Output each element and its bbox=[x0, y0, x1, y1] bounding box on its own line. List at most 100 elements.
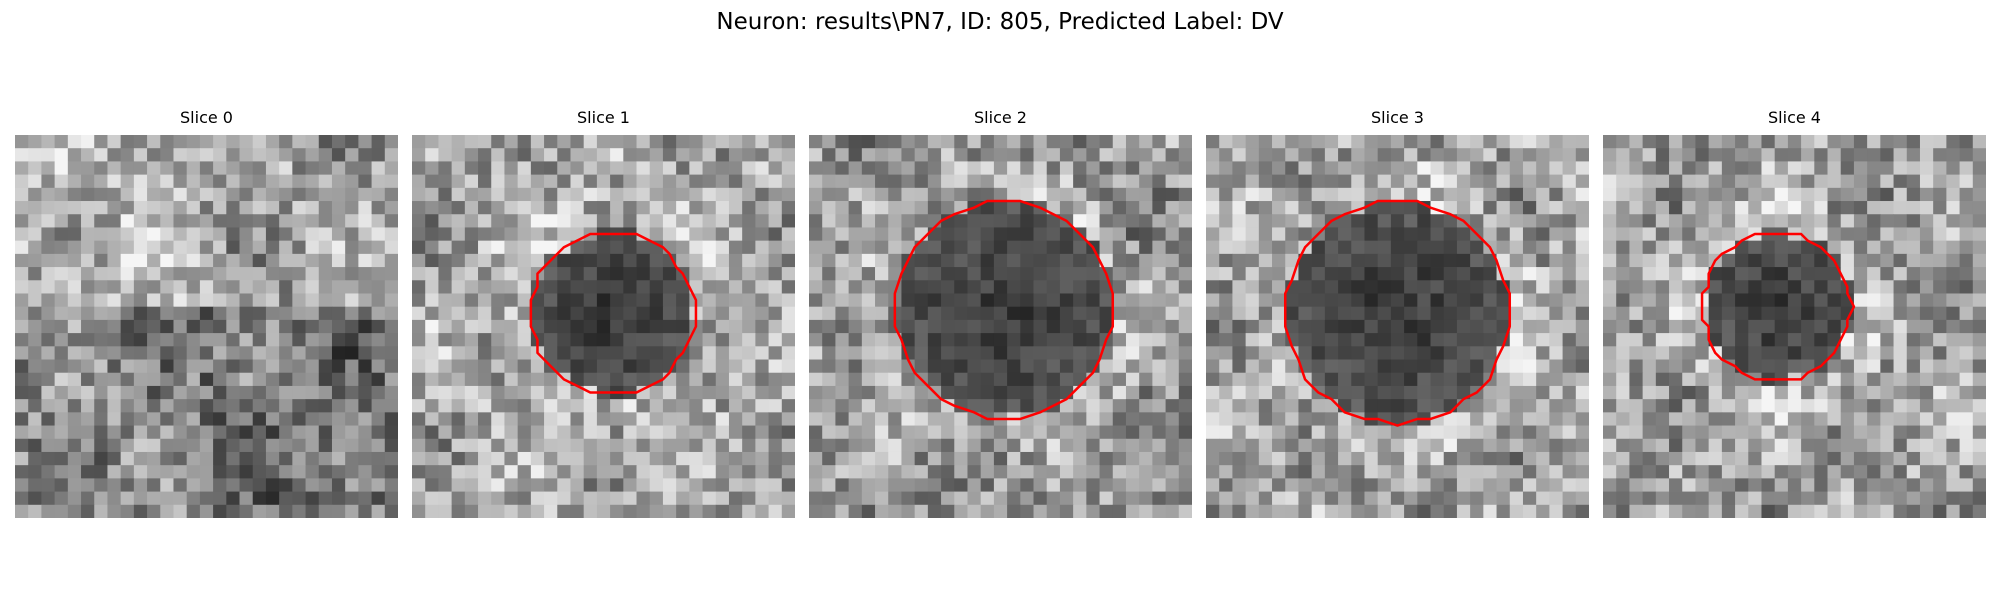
pixel bbox=[425, 161, 439, 176]
pixel bbox=[478, 412, 492, 426]
pixel bbox=[1536, 240, 1550, 255]
pixel bbox=[1880, 359, 1894, 374]
pixel bbox=[1603, 333, 1617, 347]
pixel bbox=[1787, 359, 1802, 374]
pixel bbox=[54, 161, 69, 176]
pixel bbox=[1152, 280, 1166, 294]
pixel bbox=[1232, 280, 1247, 294]
pixel bbox=[596, 412, 611, 426]
pixel bbox=[1721, 478, 1736, 492]
pixel bbox=[292, 253, 306, 268]
pixel bbox=[252, 240, 267, 255]
pixel bbox=[1351, 425, 1365, 440]
pixel bbox=[1165, 491, 1180, 506]
pixel bbox=[822, 267, 836, 281]
pixel bbox=[1603, 240, 1617, 255]
pixel bbox=[822, 161, 836, 176]
pixel bbox=[1245, 201, 1260, 215]
pixel bbox=[1377, 491, 1392, 506]
pixel bbox=[596, 504, 611, 518]
pixel bbox=[1774, 148, 1789, 162]
pixel bbox=[1906, 346, 1921, 360]
pixel bbox=[279, 253, 293, 268]
pixel bbox=[728, 174, 743, 189]
pixel bbox=[927, 280, 942, 294]
pixel bbox=[1152, 359, 1166, 374]
pixel bbox=[438, 201, 453, 215]
pixel bbox=[610, 240, 624, 255]
pixel bbox=[213, 399, 227, 413]
pixel bbox=[371, 174, 386, 189]
pixel bbox=[702, 280, 717, 294]
pixel bbox=[107, 227, 122, 242]
pixel bbox=[861, 161, 876, 176]
pixel bbox=[1285, 359, 1299, 374]
pixel bbox=[636, 306, 651, 321]
pixel bbox=[1139, 346, 1153, 360]
pixel bbox=[728, 478, 743, 492]
pixel bbox=[1840, 187, 1855, 202]
pixel bbox=[1575, 174, 1589, 189]
pixel bbox=[28, 174, 42, 189]
pixel bbox=[835, 478, 850, 492]
pixel bbox=[478, 491, 492, 506]
pixel bbox=[1603, 425, 1617, 440]
pixel bbox=[1139, 214, 1153, 228]
pixel bbox=[715, 504, 730, 518]
pixel bbox=[1338, 333, 1352, 347]
pixel bbox=[888, 201, 902, 215]
pixel bbox=[384, 478, 398, 492]
pixel bbox=[1285, 306, 1299, 321]
pixel bbox=[504, 306, 519, 321]
pixel bbox=[1020, 161, 1034, 176]
pixel bbox=[199, 385, 214, 400]
pixel bbox=[715, 478, 730, 492]
pixel bbox=[15, 465, 29, 479]
pixel bbox=[1906, 504, 1921, 518]
pixel bbox=[954, 240, 968, 255]
pixel bbox=[438, 240, 453, 255]
pixel bbox=[1721, 267, 1736, 281]
pixel bbox=[1046, 478, 1061, 492]
pixel bbox=[1390, 148, 1405, 162]
pixel bbox=[755, 372, 769, 387]
pixel bbox=[742, 412, 756, 426]
pixel bbox=[1219, 319, 1233, 334]
pixel bbox=[1430, 438, 1445, 453]
pixel bbox=[239, 333, 254, 347]
pixel bbox=[875, 240, 889, 255]
pixel bbox=[1708, 161, 1723, 176]
pixel bbox=[1245, 465, 1260, 479]
pixel bbox=[1020, 227, 1034, 242]
pixel bbox=[1232, 372, 1247, 387]
pixel bbox=[980, 174, 995, 189]
pixel bbox=[265, 214, 280, 228]
pixel bbox=[147, 504, 161, 518]
pixel bbox=[199, 504, 214, 518]
pixel bbox=[768, 227, 783, 242]
pixel bbox=[755, 227, 769, 242]
pixel bbox=[1377, 478, 1392, 492]
pixel bbox=[464, 412, 479, 426]
pixel bbox=[1404, 253, 1418, 268]
pixel bbox=[1880, 465, 1894, 479]
pixel bbox=[1152, 372, 1166, 387]
pixel bbox=[438, 412, 453, 426]
pixel bbox=[1377, 201, 1392, 215]
pixel bbox=[1404, 293, 1418, 308]
pixel bbox=[1245, 438, 1260, 453]
slice-image-2 bbox=[809, 135, 1192, 518]
pixel bbox=[1086, 372, 1100, 387]
pixel bbox=[822, 227, 836, 242]
pixel bbox=[610, 438, 624, 453]
pixel bbox=[1801, 412, 1815, 426]
pixel bbox=[1827, 425, 1842, 440]
pixel bbox=[331, 293, 346, 308]
pixel bbox=[1178, 174, 1192, 189]
pixel bbox=[1655, 227, 1670, 242]
pixel bbox=[41, 438, 56, 453]
pixel bbox=[147, 135, 161, 149]
pixel bbox=[689, 451, 703, 466]
pixel bbox=[517, 240, 532, 255]
pixel bbox=[28, 319, 42, 334]
